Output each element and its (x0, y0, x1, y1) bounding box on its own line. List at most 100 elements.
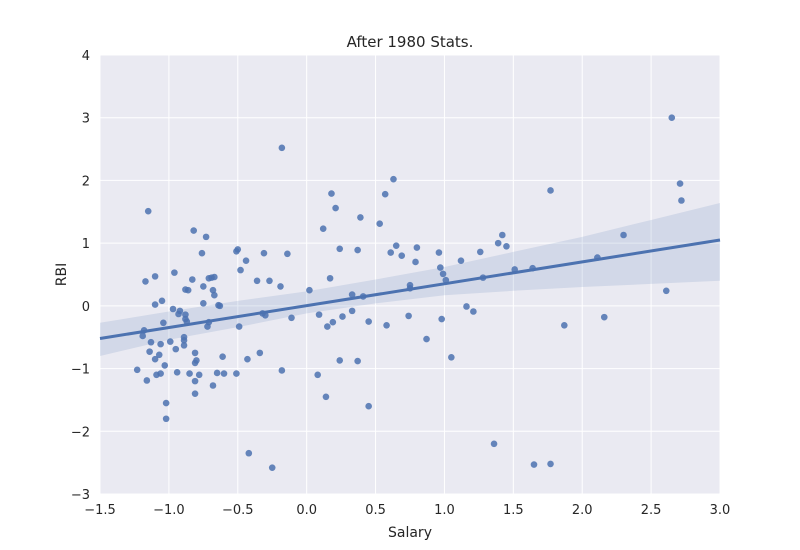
data-point (405, 312, 412, 320)
x-tick-label: 0.5 (365, 503, 386, 518)
y-tick-label: 3 (82, 112, 90, 127)
data-point (277, 283, 284, 290)
data-point (209, 286, 217, 294)
data-point (244, 355, 251, 363)
data-point (173, 369, 181, 376)
data-point (191, 349, 199, 357)
data-point (176, 307, 184, 315)
data-point (326, 274, 334, 282)
data-point (180, 342, 188, 349)
data-point (139, 332, 147, 340)
data-point (336, 357, 344, 364)
data-point (211, 291, 218, 299)
data-point (242, 257, 250, 265)
data-points (133, 114, 685, 471)
data-point (147, 338, 155, 346)
data-point (198, 249, 206, 257)
data-point (348, 307, 356, 315)
regression-line-path (99, 238, 721, 340)
data-point (233, 370, 240, 377)
x-tick-label: −0.5 (222, 503, 254, 518)
data-point (200, 300, 207, 307)
data-point (158, 297, 166, 305)
data-point (237, 266, 244, 274)
data-point (216, 302, 224, 310)
data-point (423, 335, 430, 343)
data-point (162, 415, 170, 423)
data-point (354, 357, 361, 365)
data-point (678, 197, 685, 204)
confidence-band (100, 203, 720, 357)
data-point (151, 273, 159, 280)
data-point (463, 303, 470, 310)
y-tick-label: 1 (82, 237, 90, 252)
x-tick-label: 0.0 (296, 503, 317, 518)
plot-area (100, 55, 720, 494)
data-point (476, 248, 484, 256)
data-point (284, 250, 291, 258)
data-point (547, 187, 554, 194)
data-point (315, 311, 323, 318)
data-point (202, 233, 210, 241)
data-point (245, 449, 253, 457)
x-tick-label: 1.5 (503, 503, 524, 518)
data-point (339, 313, 346, 320)
data-point (494, 239, 502, 247)
data-point (383, 321, 390, 329)
data-point (288, 314, 295, 322)
data-point (470, 308, 477, 315)
data-point (354, 246, 361, 254)
data-point (332, 204, 339, 212)
data-point (151, 355, 159, 363)
data-point (193, 357, 200, 364)
data-point (503, 242, 510, 250)
data-point (376, 220, 383, 228)
x-tick-label: 3.0 (710, 503, 731, 518)
y-tick-label: 2 (82, 174, 90, 189)
data-point (387, 249, 395, 256)
data-point (256, 349, 264, 357)
data-point (499, 231, 506, 239)
grid-lines (99, 54, 721, 495)
data-point (365, 318, 372, 325)
data-point (186, 370, 193, 377)
data-point (234, 246, 242, 253)
data-point (457, 257, 465, 265)
data-point (235, 323, 243, 330)
data-point (600, 313, 608, 321)
y-tick-label: 0 (82, 300, 90, 315)
regression-line (99, 238, 721, 340)
data-point (260, 249, 268, 257)
data-point (146, 348, 153, 355)
data-point (390, 175, 397, 183)
data-point (324, 323, 331, 330)
confidence-band-area (100, 203, 720, 357)
x-tick-label: 2.5 (641, 503, 662, 518)
data-point (184, 286, 192, 294)
data-point (169, 305, 177, 313)
y-tick-label: 4 (82, 49, 90, 64)
data-point (319, 225, 327, 233)
y-tick-label: −1 (71, 363, 90, 378)
data-point (219, 353, 226, 360)
y-tick-labels: −3 −2 −1 0 1 2 3 4 (71, 49, 90, 503)
data-point (155, 351, 163, 359)
data-point (191, 377, 199, 385)
data-point (189, 276, 196, 283)
data-point (144, 207, 152, 215)
data-point (133, 366, 141, 374)
data-point (142, 278, 149, 285)
data-point (328, 190, 335, 197)
data-point (348, 291, 356, 298)
data-point (180, 333, 188, 341)
data-point (490, 440, 498, 448)
data-point (253, 277, 261, 285)
data-point (406, 281, 414, 289)
data-point (437, 264, 444, 271)
data-point (306, 286, 313, 294)
data-point (151, 301, 159, 308)
data-point (195, 371, 203, 379)
y-tick-label: −3 (71, 488, 90, 503)
data-point (357, 214, 364, 221)
y-axis-label: RBI (54, 263, 70, 286)
